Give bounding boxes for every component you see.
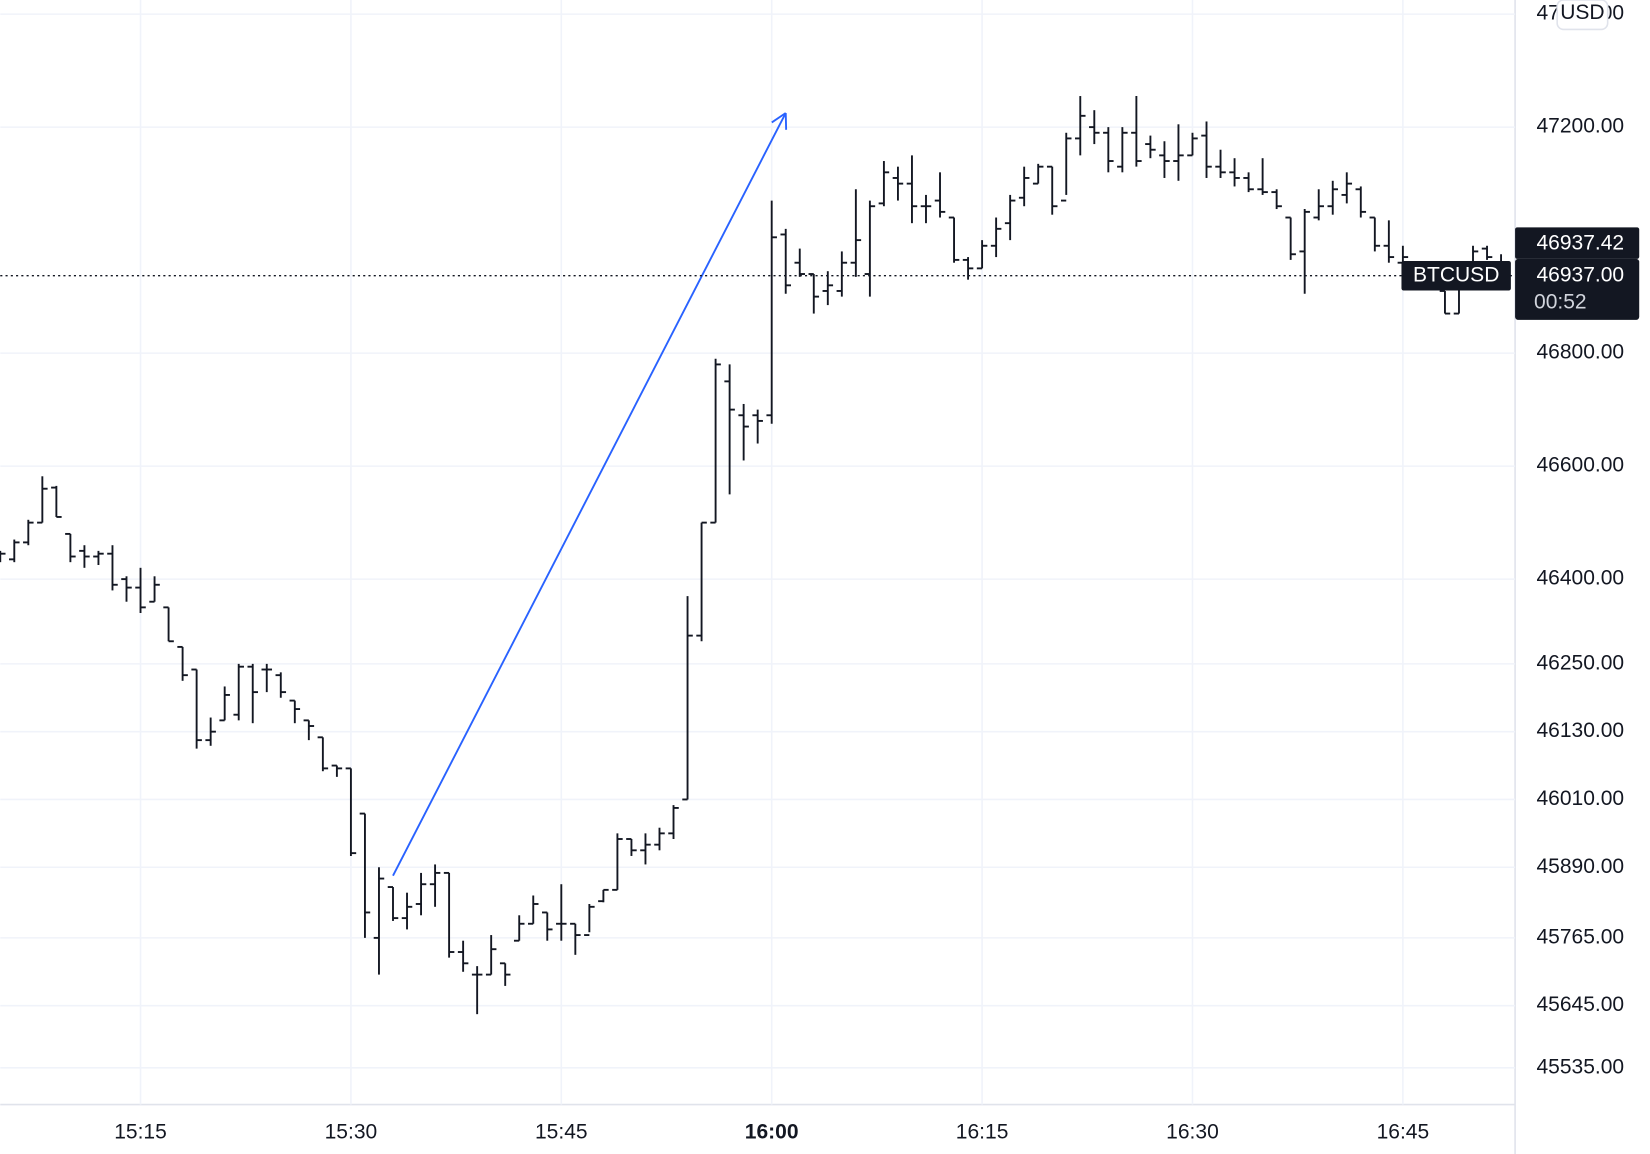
y-tick-label: 45765.00	[1536, 925, 1624, 948]
x-tick-label: 15:15	[114, 1121, 167, 1144]
indicator-tag	[1515, 227, 1640, 259]
last-price-label: 46937.00	[1536, 263, 1624, 286]
x-tick-label: 16:30	[1166, 1121, 1219, 1144]
currency-label: USD	[1560, 1, 1604, 24]
countdown: 00:52	[1534, 291, 1587, 314]
arrow-head	[771, 112, 787, 124]
symbol-label: BTCUSD	[1413, 263, 1499, 286]
y-tick-label: 45645.00	[1536, 993, 1624, 1016]
x-tick-label: 16:45	[1377, 1121, 1430, 1144]
grid	[0, 0, 1516, 1105]
y-tick-label: 47200.00	[1536, 115, 1624, 138]
y-tick-label: 46400.00	[1536, 567, 1624, 590]
y-tick-label: 45890.00	[1536, 855, 1624, 878]
y-tick-label: 46130.00	[1536, 719, 1624, 742]
indicator-label: 46937.42	[1536, 232, 1624, 255]
x-tick-label: 16:00	[745, 1121, 799, 1144]
arrow-line	[392, 112, 787, 877]
y-tick-label: 46800.00	[1536, 341, 1624, 364]
x-tick-label: 15:30	[325, 1121, 378, 1144]
y-tick-label: 46600.00	[1536, 454, 1624, 477]
plot	[0, 96, 1516, 1015]
x-tick-label: 16:15	[956, 1121, 1009, 1144]
y-tick-label: 46010.00	[1536, 787, 1624, 810]
last-price-tag	[1515, 258, 1640, 320]
axes: 47400.0047200.0046800.0046600.0046400.00…	[114, 0, 1640, 1144]
currency-badge	[1556, 0, 1609, 31]
y-tick-label: 46250.00	[1536, 651, 1624, 674]
y-tick-label: 45535.00	[1536, 1055, 1624, 1078]
symbol-tag	[1401, 260, 1511, 291]
x-tick-label: 15:45	[535, 1121, 588, 1144]
